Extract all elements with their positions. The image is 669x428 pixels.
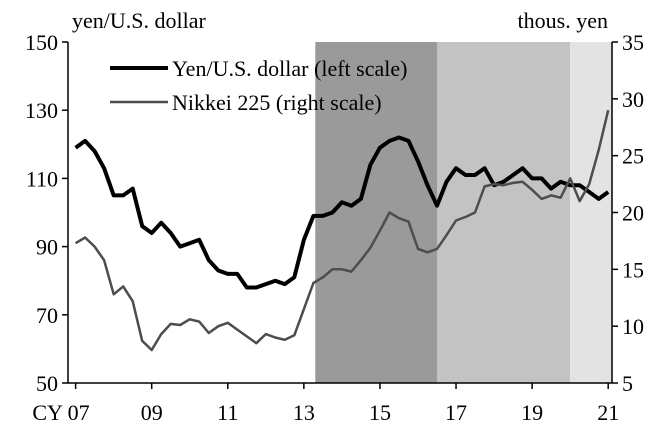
shaded-period bbox=[570, 42, 612, 383]
x-tick-label: 19 bbox=[521, 400, 543, 425]
y2-tick-label: 25 bbox=[622, 144, 644, 169]
y-tick-label: 70 bbox=[36, 303, 58, 328]
y2-tick-label: 20 bbox=[622, 201, 644, 226]
x-tick-label: 21 bbox=[597, 400, 619, 425]
x-tick-label: CY 07 bbox=[32, 400, 89, 425]
x-tick-label: 15 bbox=[369, 400, 391, 425]
x-tick-label: 11 bbox=[217, 400, 238, 425]
shaded-period bbox=[437, 42, 571, 383]
series-line bbox=[74, 135, 610, 290]
y-axis-label: yen/U.S. dollar bbox=[72, 8, 206, 33]
y2-axis-label: thous. yen bbox=[518, 8, 608, 33]
y2-tick-label: 10 bbox=[622, 314, 644, 339]
y2-tick-label: 30 bbox=[622, 87, 644, 112]
y-tick-label: 50 bbox=[36, 371, 58, 396]
legend-label: Yen/U.S. dollar (left scale) bbox=[172, 56, 407, 81]
x-tick-label: 17 bbox=[445, 400, 467, 425]
legend-label: Nikkei 225 (right scale) bbox=[172, 90, 382, 115]
y2-tick-label: 15 bbox=[622, 257, 644, 282]
y-tick-label: 150 bbox=[25, 30, 58, 55]
x-tick-label: 13 bbox=[293, 400, 315, 425]
y-tick-label: 90 bbox=[36, 235, 58, 260]
y2-tick-label: 35 bbox=[622, 30, 644, 55]
series-line bbox=[74, 109, 610, 352]
y2-tick-label: 5 bbox=[622, 371, 633, 396]
y-tick-label: 110 bbox=[26, 166, 58, 191]
shaded-period bbox=[315, 42, 438, 383]
x-tick-label: 09 bbox=[141, 400, 163, 425]
y-tick-label: 130 bbox=[25, 98, 58, 123]
